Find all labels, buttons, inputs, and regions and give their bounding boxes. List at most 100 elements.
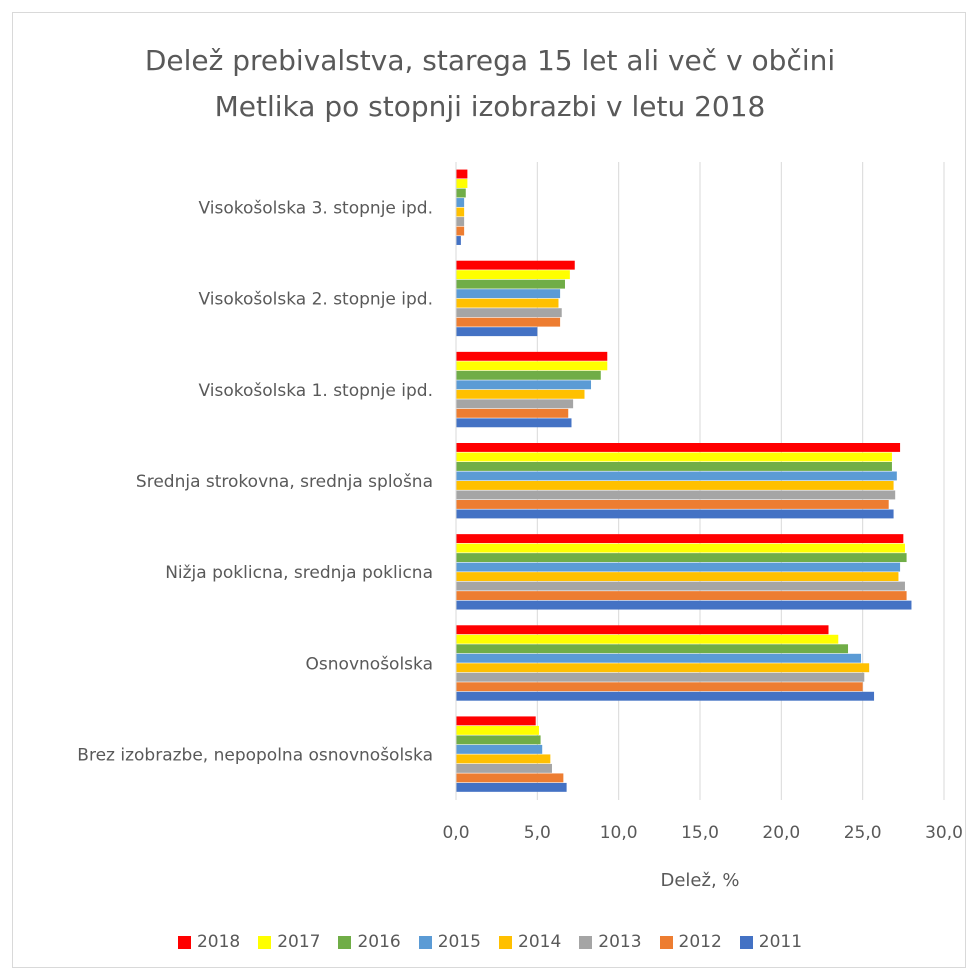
bar-2014	[456, 481, 894, 490]
bar-2011	[456, 600, 912, 610]
bar-2015	[456, 289, 561, 299]
legend-swatch	[499, 935, 512, 949]
bar-2013	[456, 308, 562, 318]
x-tick-label: 20,0	[762, 823, 800, 843]
legend-label: 2014	[518, 932, 562, 952]
bar-2018	[456, 625, 829, 635]
legend-item-2011: 2011	[739, 932, 803, 952]
x-tick-label: 0,0	[442, 823, 469, 843]
bar-2014	[456, 298, 559, 308]
category-label: Visokošolska 2. stopnje ipd.	[199, 290, 434, 310]
bar-2015	[456, 744, 543, 754]
bar-2016	[456, 188, 466, 198]
bar-2013	[456, 490, 896, 500]
bar-2018	[456, 716, 536, 726]
bar-2018	[456, 534, 904, 544]
bar-2013	[456, 581, 905, 591]
legend-swatch	[258, 935, 272, 949]
legend-item-2013: 2013	[579, 932, 642, 952]
bar-2016	[456, 553, 907, 563]
bar-2011	[456, 418, 572, 428]
legend-label: 2018	[196, 932, 241, 952]
x-tick-label: 15,0	[681, 823, 719, 843]
chart-frame	[12, 12, 966, 968]
x-tick-label: 5,0	[524, 823, 551, 843]
x-tick-label: 25,0	[844, 823, 882, 843]
bar-2014	[456, 663, 870, 673]
chart-legend: 2018 2017 2016 2015 2014 2013 2012 2011	[0, 932, 980, 952]
bar-2013	[456, 399, 574, 409]
legend-label: 2017	[277, 932, 321, 952]
x-tick-label: 30,0	[925, 823, 963, 843]
bar-2011	[456, 691, 875, 701]
bar-2017	[456, 634, 839, 644]
legend-label: 2015	[437, 932, 481, 952]
bar-2015	[456, 380, 592, 390]
bar-2017	[456, 179, 468, 188]
bar-2017	[456, 361, 608, 371]
legend-label: 2013	[598, 932, 642, 952]
bar-2017	[456, 270, 570, 280]
bar-2011	[456, 327, 538, 337]
bar-2015	[456, 198, 465, 207]
legend-swatch	[338, 935, 352, 949]
legend-item-2015: 2015	[418, 932, 481, 952]
category-label: Osnovnošolska	[306, 654, 433, 674]
bar-2018	[456, 260, 575, 270]
bar-2016	[456, 735, 541, 745]
bar-2018	[456, 443, 901, 452]
bar-2013	[456, 217, 465, 226]
legend-item-2016: 2016	[338, 932, 401, 952]
bar-2012	[456, 773, 564, 783]
legend-label: 2016	[357, 932, 401, 952]
category-label: Nižja poklicna, srednja poklicna	[165, 563, 433, 583]
bar-2017	[456, 543, 905, 553]
legend-swatch	[659, 935, 673, 949]
legend-item-2017: 2017	[258, 932, 320, 952]
bar-2012	[456, 408, 569, 418]
x-axis-title: Delež, %	[660, 870, 739, 891]
legend-swatch	[418, 935, 432, 949]
bar-2016	[456, 370, 601, 380]
bar-2014	[456, 389, 585, 399]
bar-2013	[456, 763, 552, 773]
category-label: Visokošolska 3. stopnje ipd.	[199, 199, 434, 219]
bar-2018	[456, 169, 468, 179]
bar-2015	[456, 471, 897, 481]
category-label: Visokošolska 1. stopnje ipd.	[199, 381, 434, 401]
bar-2017	[456, 452, 892, 462]
bar-2014	[456, 207, 465, 217]
legend-swatch	[739, 935, 753, 949]
legend-item-2012: 2012	[659, 932, 722, 952]
bar-2011	[456, 236, 461, 245]
legend-swatch	[579, 935, 593, 949]
bar-2012	[456, 226, 465, 236]
legend-item-2018: 2018	[177, 932, 241, 952]
bar-2015	[456, 653, 862, 663]
legend-swatch	[177, 935, 191, 949]
x-tick-label: 10,0	[600, 823, 638, 843]
legend-item-2014: 2014	[499, 932, 561, 952]
bar-2015	[456, 562, 901, 572]
chart-title-line-2: Metlika po stopnji izobrazbi v letu 2018	[214, 90, 766, 123]
bar-2014	[456, 572, 899, 582]
bar-2016	[456, 279, 565, 289]
bar-2014	[456, 754, 551, 764]
bar-2013	[456, 672, 865, 682]
bar-2012	[456, 682, 863, 692]
bar-2018	[456, 351, 608, 361]
bar-2012	[456, 317, 561, 327]
legend-label: 2011	[758, 932, 803, 952]
bar-2012	[456, 591, 907, 601]
category-label: Brez izobrazbe, nepopolna osnovnošolska	[77, 745, 433, 765]
bar-2017	[456, 725, 539, 735]
bar-2012	[456, 500, 889, 509]
bar-2016	[456, 644, 849, 654]
bar-2016	[456, 462, 892, 471]
legend-label: 2012	[678, 932, 722, 952]
chart-title: Delež prebivalstva, starega 15 let ali v…	[0, 38, 980, 130]
bar-2011	[456, 782, 567, 792]
bar-2011	[456, 509, 894, 519]
chart-title-line-1: Delež prebivalstva, starega 15 let ali v…	[144, 44, 836, 77]
